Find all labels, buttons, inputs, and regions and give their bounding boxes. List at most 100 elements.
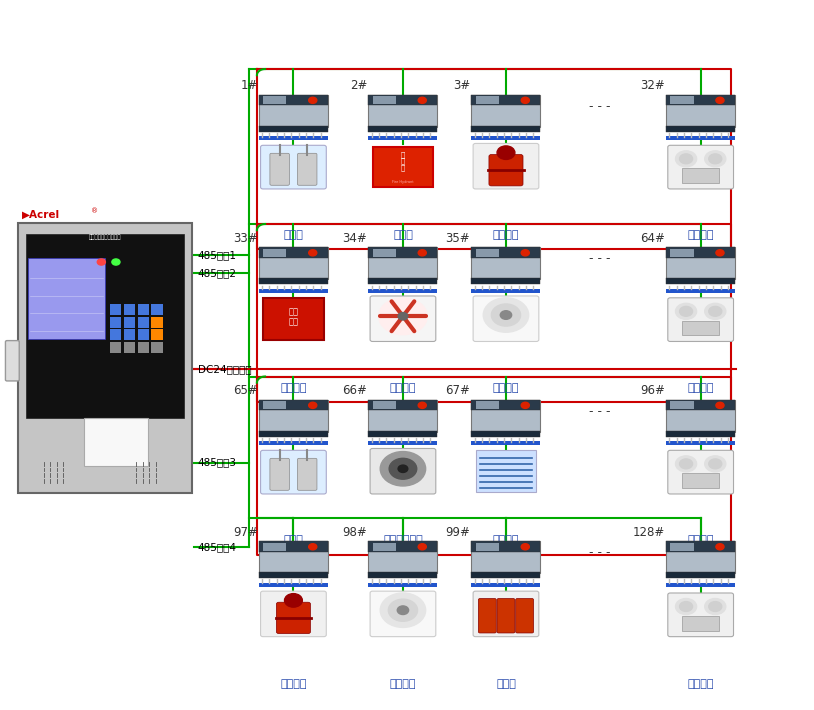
FancyBboxPatch shape [259, 400, 328, 410]
FancyBboxPatch shape [666, 126, 735, 132]
FancyBboxPatch shape [259, 126, 328, 132]
Circle shape [680, 601, 693, 611]
Circle shape [716, 544, 724, 550]
FancyBboxPatch shape [370, 591, 435, 637]
Text: 消防栓: 消防栓 [393, 230, 413, 240]
FancyBboxPatch shape [471, 541, 540, 573]
Circle shape [501, 311, 512, 320]
Text: 99#: 99# [445, 526, 470, 539]
FancyBboxPatch shape [373, 401, 396, 410]
FancyBboxPatch shape [263, 249, 287, 257]
Circle shape [484, 297, 528, 332]
Circle shape [398, 312, 408, 320]
Text: 97#: 97# [233, 526, 258, 539]
FancyBboxPatch shape [260, 146, 326, 189]
FancyBboxPatch shape [471, 288, 540, 293]
FancyBboxPatch shape [369, 541, 437, 552]
FancyBboxPatch shape [666, 572, 735, 578]
Circle shape [492, 304, 521, 326]
Text: 消防水泵: 消防水泵 [492, 230, 519, 240]
FancyBboxPatch shape [682, 320, 720, 335]
FancyBboxPatch shape [666, 288, 735, 293]
FancyBboxPatch shape [263, 297, 324, 339]
FancyBboxPatch shape [666, 441, 735, 445]
Text: 485总线4: 485总线4 [198, 542, 237, 552]
FancyBboxPatch shape [369, 95, 437, 105]
FancyBboxPatch shape [28, 258, 105, 339]
FancyBboxPatch shape [471, 95, 540, 127]
Text: 消防栓: 消防栓 [496, 679, 516, 689]
FancyBboxPatch shape [497, 599, 515, 633]
FancyBboxPatch shape [369, 136, 437, 141]
Text: 喷淋泵: 喷淋泵 [283, 535, 304, 545]
FancyBboxPatch shape [369, 400, 437, 410]
Text: 楼宇应急广播: 楼宇应急广播 [383, 535, 422, 545]
FancyBboxPatch shape [259, 288, 328, 293]
FancyBboxPatch shape [110, 342, 121, 354]
Text: 报警系统: 报警系统 [492, 383, 519, 393]
Circle shape [98, 259, 105, 265]
FancyBboxPatch shape [259, 441, 328, 445]
Circle shape [709, 601, 722, 611]
FancyBboxPatch shape [259, 572, 328, 578]
Circle shape [497, 146, 515, 160]
FancyBboxPatch shape [666, 278, 735, 284]
FancyBboxPatch shape [259, 278, 328, 284]
Circle shape [680, 307, 693, 316]
Circle shape [521, 403, 529, 408]
FancyBboxPatch shape [666, 541, 735, 552]
Text: 65#: 65# [233, 384, 258, 398]
Text: 3#: 3# [453, 80, 470, 92]
FancyBboxPatch shape [259, 95, 328, 105]
FancyBboxPatch shape [18, 223, 192, 493]
Circle shape [418, 544, 427, 550]
FancyBboxPatch shape [263, 401, 287, 410]
FancyBboxPatch shape [259, 136, 328, 141]
Text: - - -: - - - [589, 252, 610, 266]
Text: 98#: 98# [343, 526, 367, 539]
FancyBboxPatch shape [110, 317, 121, 327]
FancyBboxPatch shape [259, 400, 328, 432]
Text: 34#: 34# [343, 232, 367, 245]
FancyBboxPatch shape [373, 147, 433, 187]
FancyBboxPatch shape [369, 95, 437, 127]
FancyBboxPatch shape [516, 599, 533, 633]
Text: 喷淋泵: 喷淋泵 [283, 230, 304, 240]
FancyBboxPatch shape [682, 616, 720, 630]
FancyBboxPatch shape [370, 449, 435, 494]
FancyBboxPatch shape [151, 317, 163, 327]
Text: - - -: - - - [589, 100, 610, 113]
Circle shape [388, 599, 418, 621]
FancyBboxPatch shape [471, 431, 540, 437]
FancyBboxPatch shape [471, 572, 540, 578]
FancyBboxPatch shape [260, 591, 326, 637]
FancyBboxPatch shape [666, 247, 735, 258]
FancyBboxPatch shape [471, 441, 540, 445]
FancyBboxPatch shape [138, 329, 149, 341]
Text: 485总线1: 485总线1 [198, 250, 237, 260]
FancyBboxPatch shape [297, 459, 317, 491]
FancyBboxPatch shape [259, 582, 328, 587]
Circle shape [398, 465, 408, 472]
FancyBboxPatch shape [373, 249, 396, 257]
FancyBboxPatch shape [138, 342, 149, 354]
Circle shape [676, 456, 697, 472]
FancyBboxPatch shape [124, 329, 135, 341]
FancyBboxPatch shape [110, 329, 121, 341]
Circle shape [389, 459, 417, 479]
FancyBboxPatch shape [666, 541, 735, 573]
FancyBboxPatch shape [670, 97, 694, 104]
FancyBboxPatch shape [369, 441, 437, 445]
Circle shape [521, 250, 529, 256]
Circle shape [521, 544, 529, 550]
FancyBboxPatch shape [471, 247, 540, 258]
Text: 64#: 64# [640, 232, 665, 245]
FancyBboxPatch shape [259, 431, 328, 437]
FancyBboxPatch shape [369, 400, 437, 432]
Circle shape [379, 297, 427, 334]
Circle shape [397, 606, 409, 615]
FancyBboxPatch shape [471, 95, 540, 105]
Text: - - -: - - - [589, 405, 610, 417]
Circle shape [309, 403, 317, 408]
Text: - - -: - - - [589, 546, 610, 559]
